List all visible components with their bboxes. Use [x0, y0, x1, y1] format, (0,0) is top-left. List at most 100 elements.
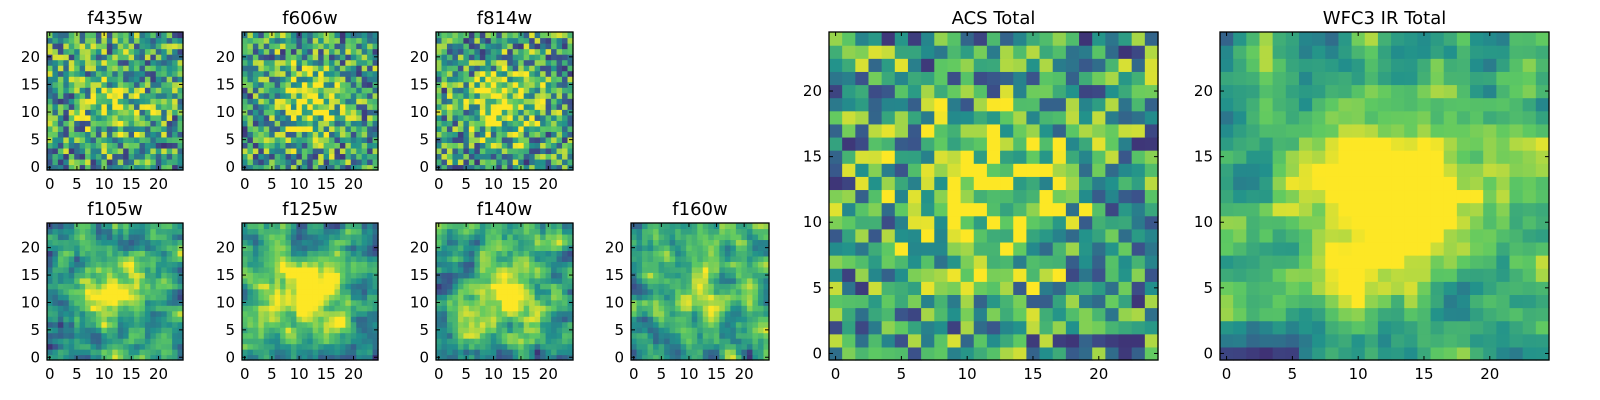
heatmap-cell: [112, 321, 119, 328]
heatmap-cell: [702, 327, 709, 334]
heatmap-cell: [507, 131, 514, 138]
heatmap-cell: [540, 37, 547, 44]
heatmap-cell: [479, 48, 486, 55]
heatmap-cell: [117, 158, 124, 166]
heatmap-cell: [1026, 333, 1041, 348]
heatmap-cell: [556, 250, 563, 257]
heatmap-cell: [647, 228, 654, 235]
heatmap-cell: [290, 98, 297, 105]
heatmap-cell: [139, 288, 146, 295]
heatmap-cell: [507, 266, 514, 273]
heatmap-cell: [172, 338, 179, 345]
heatmap-cell: [269, 305, 276, 312]
heatmap-cell: [90, 250, 97, 257]
heatmap-cell: [356, 244, 363, 251]
heatmap-cell: [274, 299, 281, 306]
heatmap-cell: [757, 332, 765, 339]
heatmap-cell: [540, 109, 547, 116]
heatmap-cell: [479, 272, 486, 279]
heatmap-cell: [280, 228, 287, 235]
heatmap-cell: [501, 125, 508, 132]
heatmap-cell: [518, 37, 525, 44]
heatmap-cell: [63, 98, 70, 105]
heatmap-cell: [730, 316, 737, 323]
heatmap-cell: [367, 87, 374, 94]
heatmap-cell: [562, 32, 569, 39]
heatmap-cell: [177, 255, 184, 262]
heatmap-cell: [523, 164, 530, 171]
heatmap-cell: [318, 283, 325, 290]
heatmap-cell: [285, 125, 292, 132]
heatmap-cell: [242, 98, 249, 105]
heatmap-cell: [507, 65, 514, 72]
heatmap-cell: [562, 228, 569, 235]
heatmap-cell: [973, 215, 988, 230]
heatmap-cell: [139, 250, 146, 257]
heatmap-cell: [90, 223, 97, 230]
heatmap-cell: [155, 120, 162, 127]
heatmap-cell: [106, 76, 113, 83]
heatmap-cell: [741, 233, 748, 241]
heatmap-cell: [367, 125, 374, 132]
heatmap-cell: [339, 103, 346, 110]
heatmap-cell: [290, 65, 297, 72]
heatmap-cell: [52, 272, 59, 279]
heatmap-cell: [155, 310, 162, 317]
heatmap-cell: [345, 103, 352, 110]
heatmap-cell: [63, 299, 70, 306]
heatmap-cell: [101, 228, 108, 235]
y-tick-label: 5: [225, 131, 235, 149]
heatmap-cell: [144, 158, 151, 166]
heatmap-cell: [74, 120, 81, 127]
heatmap-cell: [68, 43, 75, 50]
heatmap-cell: [496, 65, 503, 72]
heatmap-cell: [507, 142, 514, 149]
heatmap-cell: [155, 327, 162, 334]
heatmap-cell: [556, 310, 563, 317]
heatmap-cell: [457, 81, 464, 88]
heatmap-cell: [57, 54, 64, 61]
heatmap-cell: [139, 147, 146, 155]
heatmap-cell: [757, 250, 765, 257]
heatmap-cell: [567, 233, 574, 241]
heatmap-cell: [285, 114, 292, 121]
heatmap-cell: [691, 343, 698, 350]
heatmap-cell: [334, 283, 341, 290]
heatmap-cell: [724, 250, 731, 257]
heatmap-cell: [144, 223, 151, 230]
heatmap-cell: [166, 244, 173, 251]
heatmap-cell: [280, 76, 287, 83]
heatmap-cell: [960, 346, 975, 361]
heatmap-cell: [463, 147, 470, 155]
heatmap-cell: [741, 294, 748, 301]
heatmap-cell: [280, 153, 287, 160]
heatmap-cell: [166, 54, 173, 61]
heatmap-cell: [166, 125, 173, 132]
heatmap-cell: [134, 299, 141, 306]
heatmap-cell: [518, 59, 525, 66]
heatmap-cell: [155, 87, 162, 94]
heatmap-cell: [290, 327, 297, 334]
heatmap-cell: [647, 266, 654, 273]
heatmap-cell: [973, 228, 988, 243]
heatmap-cell: [1013, 281, 1027, 295]
heatmap-cell: [735, 327, 742, 334]
heatmap-cell: [123, 332, 130, 339]
heatmap-cell: [947, 268, 962, 282]
heatmap-cell: [350, 305, 357, 312]
x-tick-label: 5: [461, 175, 471, 193]
heatmap-cell: [274, 87, 281, 94]
heatmap-cell: [986, 215, 1001, 230]
heatmap-cell: [463, 158, 470, 166]
heatmap-cell: [252, 316, 259, 323]
heatmap-cell: [713, 288, 720, 295]
heatmap-cell: [529, 228, 536, 235]
heatmap-cell: [562, 48, 569, 55]
heatmap-cell: [507, 37, 514, 44]
heatmap-cell: [523, 114, 530, 121]
heatmap-cell: [490, 316, 497, 323]
heatmap-cell: [334, 136, 341, 143]
heatmap-cell: [139, 338, 146, 345]
heatmap-cell: [263, 142, 270, 149]
heatmap-cell: [280, 288, 287, 295]
